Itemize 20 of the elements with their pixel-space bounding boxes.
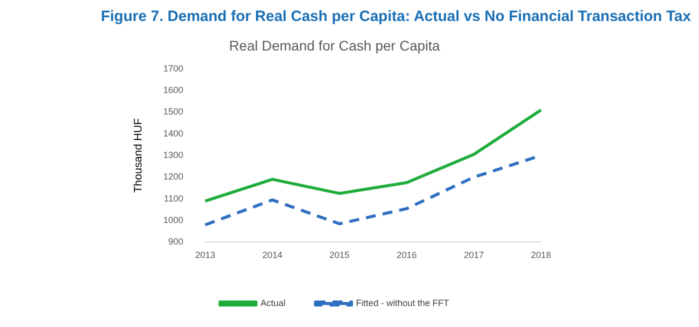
y-tick-label: 1600 (163, 84, 184, 95)
chart-subtitle: Real Demand for Cash per Capita (229, 37, 440, 54)
y-tick-label: 1700 (163, 63, 184, 74)
legend-label: Fitted - without the FFT (356, 298, 450, 308)
y-tick-label: 1500 (163, 106, 184, 117)
x-tick-label: 2018 (530, 250, 552, 260)
y-tick-label: 1000 (163, 215, 184, 226)
x-tick-label: 2013 (195, 250, 216, 260)
x-tick-label: 2016 (396, 250, 417, 260)
legend-label: Actual (260, 298, 286, 308)
x-tick-label: 2015 (330, 250, 350, 260)
y-tick-label: 1400 (163, 128, 184, 138)
x-tick-label: 2017 (464, 250, 484, 260)
y-tick-label: 900 (168, 236, 184, 247)
chart-title: Figure 7. Demand for Real Cash per Capita: Actual vs No Financial Transaction Tax (100, 8, 691, 27)
y-tick-label: 1300 (163, 150, 184, 160)
y-axis-title: Thousand HUF (132, 118, 145, 193)
y-tick-label: 1200 (163, 172, 184, 182)
x-tick-label: 2014 (262, 250, 282, 260)
y-tick-label: 1100 (164, 193, 184, 204)
